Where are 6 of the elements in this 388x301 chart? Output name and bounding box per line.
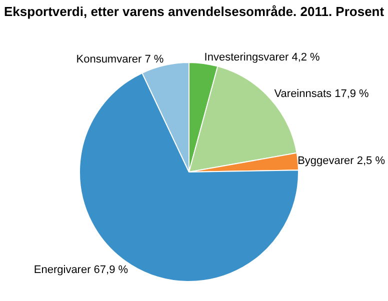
chart-title: Eksportverdi, etter varens anvendelsesområde. 2011. Prosent — [4, 4, 384, 19]
slice-label: Energivarer 67,9 % — [34, 264, 128, 276]
slice-label: Vareinnsats 17,9 % — [274, 88, 370, 100]
slice-label: Konsumvarer 7 % — [76, 53, 164, 66]
slice-label: Byggevarer 2,5 % — [298, 154, 386, 167]
slice-label: Investeringsvarer 4,2 % — [204, 52, 320, 64]
